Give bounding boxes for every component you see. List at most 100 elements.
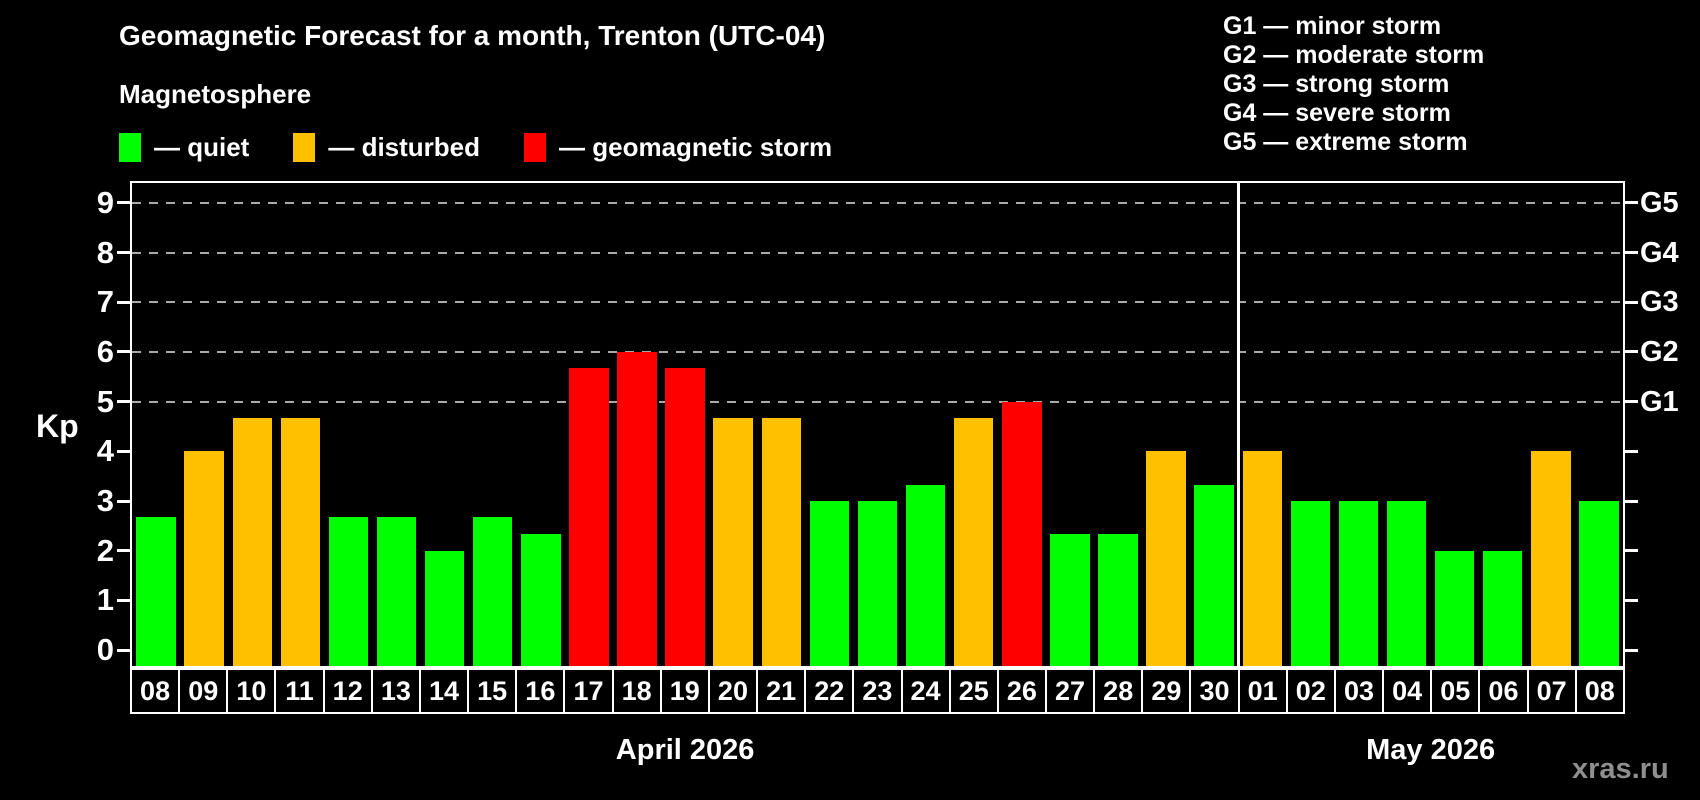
watermark: xras.ru [1572, 753, 1669, 785]
y-tick-label-6: 6 [96, 333, 114, 369]
date-label-29: 29 [1141, 668, 1192, 714]
y-tick-right-5 [1625, 400, 1638, 404]
quiet-color-swatch [119, 133, 141, 162]
y-tick-label-5: 5 [96, 383, 114, 419]
gscale-legend: G1 — minor storm G2 — moderate storm G3 … [1223, 12, 1484, 157]
kp-bar-chart: 0 1 2 3 4 5 6 7 8 9 G1 G2 G3 G4 G5 [97, 181, 1679, 668]
y-tick-left-3 [117, 499, 130, 503]
y-tick-label-0: 0 [96, 632, 114, 667]
month-separator [1236, 183, 1240, 666]
kp-bar-day-28 [1098, 534, 1138, 666]
g-scale-label-g1: G1 [1640, 385, 1679, 418]
legend-item-storm: — geomagnetic storm [524, 132, 832, 163]
g-scale-label-g2: G2 [1640, 335, 1679, 368]
date-label-16: 16 [515, 668, 566, 714]
date-label-12: 12 [322, 668, 373, 714]
legend-item-quiet: — quiet [119, 132, 249, 163]
kp-bar-day-24 [905, 484, 946, 666]
date-label-30: 30 [1189, 668, 1240, 714]
kp-bar-day-19 [665, 368, 705, 666]
y-tick-right-1 [1625, 598, 1638, 602]
kp-bar-day-20 [713, 418, 753, 666]
gscale-legend-g1: G1 — minor storm [1223, 12, 1442, 40]
kp-bar-day-13 [376, 517, 417, 666]
kp-bar-day-10 [232, 418, 272, 666]
kp-bar-day-22 [809, 501, 850, 666]
gscale-legend-g4: G4 — severe storm [1223, 99, 1451, 127]
y-tick-left-1 [117, 598, 130, 602]
gridline-kp7 [132, 301, 1623, 304]
date-label-17: 17 [563, 668, 614, 714]
date-label-01: 01 [1237, 668, 1288, 714]
date-label-03: 03 [1333, 668, 1385, 714]
date-label-20: 20 [707, 668, 759, 714]
y-tick-label-2: 2 [96, 532, 114, 568]
y-tick-right-3 [1625, 499, 1638, 503]
kp-bar-day-12 [328, 517, 369, 666]
kp-bar-day-30 [1194, 484, 1234, 666]
gridline-kp5 [132, 400, 1623, 403]
legend-label-quiet: — quiet [154, 132, 250, 162]
kp-bar-day-15 [473, 517, 513, 666]
kp-axis-title: Kp [36, 408, 79, 444]
gscale-legend-g5: G5 — extreme storm [1223, 128, 1468, 156]
month-label-may: May 2026 [1366, 734, 1496, 766]
date-label-27: 27 [1044, 668, 1096, 714]
date-label-21: 21 [756, 668, 807, 714]
kp-bar-day-18 [617, 351, 657, 666]
kp-bar-day-14 [424, 550, 465, 666]
kp-bar-day-01 [1242, 451, 1282, 666]
month-label-april: April 2026 [615, 734, 755, 766]
magnetosphere-label: Magnetosphere [119, 79, 312, 109]
kp-bar-day-11 [280, 418, 321, 666]
y-tick-label-3: 3 [96, 483, 114, 518]
y-tick-left-6 [117, 350, 130, 354]
date-label-22: 22 [804, 668, 855, 714]
y-tick-left-5 [117, 400, 130, 404]
kp-bar-day-07 [1531, 451, 1571, 666]
y-tick-label-1: 1 [96, 582, 114, 618]
kp-bar-day-02 [1290, 501, 1331, 666]
y-tick-right-4 [1625, 449, 1638, 453]
date-label-10: 10 [226, 668, 277, 714]
date-label-08: 08 [1574, 668, 1625, 714]
storm-color-swatch [524, 133, 547, 162]
y-tick-right-8 [1625, 251, 1638, 255]
kp-bar-day-09 [184, 451, 224, 666]
kp-bar-day-25 [953, 418, 994, 666]
date-label-25: 25 [948, 668, 999, 714]
date-label-09: 09 [178, 668, 229, 714]
kp-bar-day-21 [761, 418, 802, 666]
y-tick-right-6 [1625, 350, 1638, 354]
gscale-legend-g3: G3 — strong storm [1223, 70, 1450, 98]
kp-bar-day-27 [1050, 534, 1090, 666]
y-tick-left-7 [117, 300, 130, 304]
y-tick-label-8: 8 [96, 234, 114, 270]
date-label-05: 05 [1430, 668, 1481, 714]
date-label-19: 19 [659, 668, 710, 714]
y-tick-left-2 [117, 549, 130, 553]
y-tick-right-2 [1625, 549, 1638, 553]
date-label-02: 02 [1285, 668, 1336, 714]
date-label-26: 26 [996, 668, 1047, 714]
g-scale-label-g4: G4 [1640, 236, 1679, 269]
kp-bar-day-17 [569, 368, 609, 666]
legend-label-storm: — geomagnetic storm [559, 132, 833, 162]
kp-bar-day-08 [136, 517, 176, 666]
kp-bar-day-29 [1146, 451, 1186, 666]
y-tick-label-4: 4 [96, 433, 114, 469]
date-label-23: 23 [852, 668, 903, 714]
date-label-13: 13 [370, 668, 421, 714]
g-scale-label-g3: G3 [1640, 286, 1679, 319]
date-label-11: 11 [274, 668, 325, 714]
y-tick-right-0 [1625, 648, 1638, 652]
gridline-kp8 [132, 251, 1623, 254]
date-label-14: 14 [418, 668, 470, 714]
gscale-legend-g2: G2 — moderate storm [1223, 41, 1485, 69]
kp-bar-day-04 [1386, 501, 1427, 666]
legend-label-disturbed: — disturbed [328, 132, 481, 162]
date-label-08: 08 [130, 668, 181, 714]
kp-bar-day-26 [1002, 401, 1042, 666]
date-label-06: 06 [1478, 668, 1529, 714]
